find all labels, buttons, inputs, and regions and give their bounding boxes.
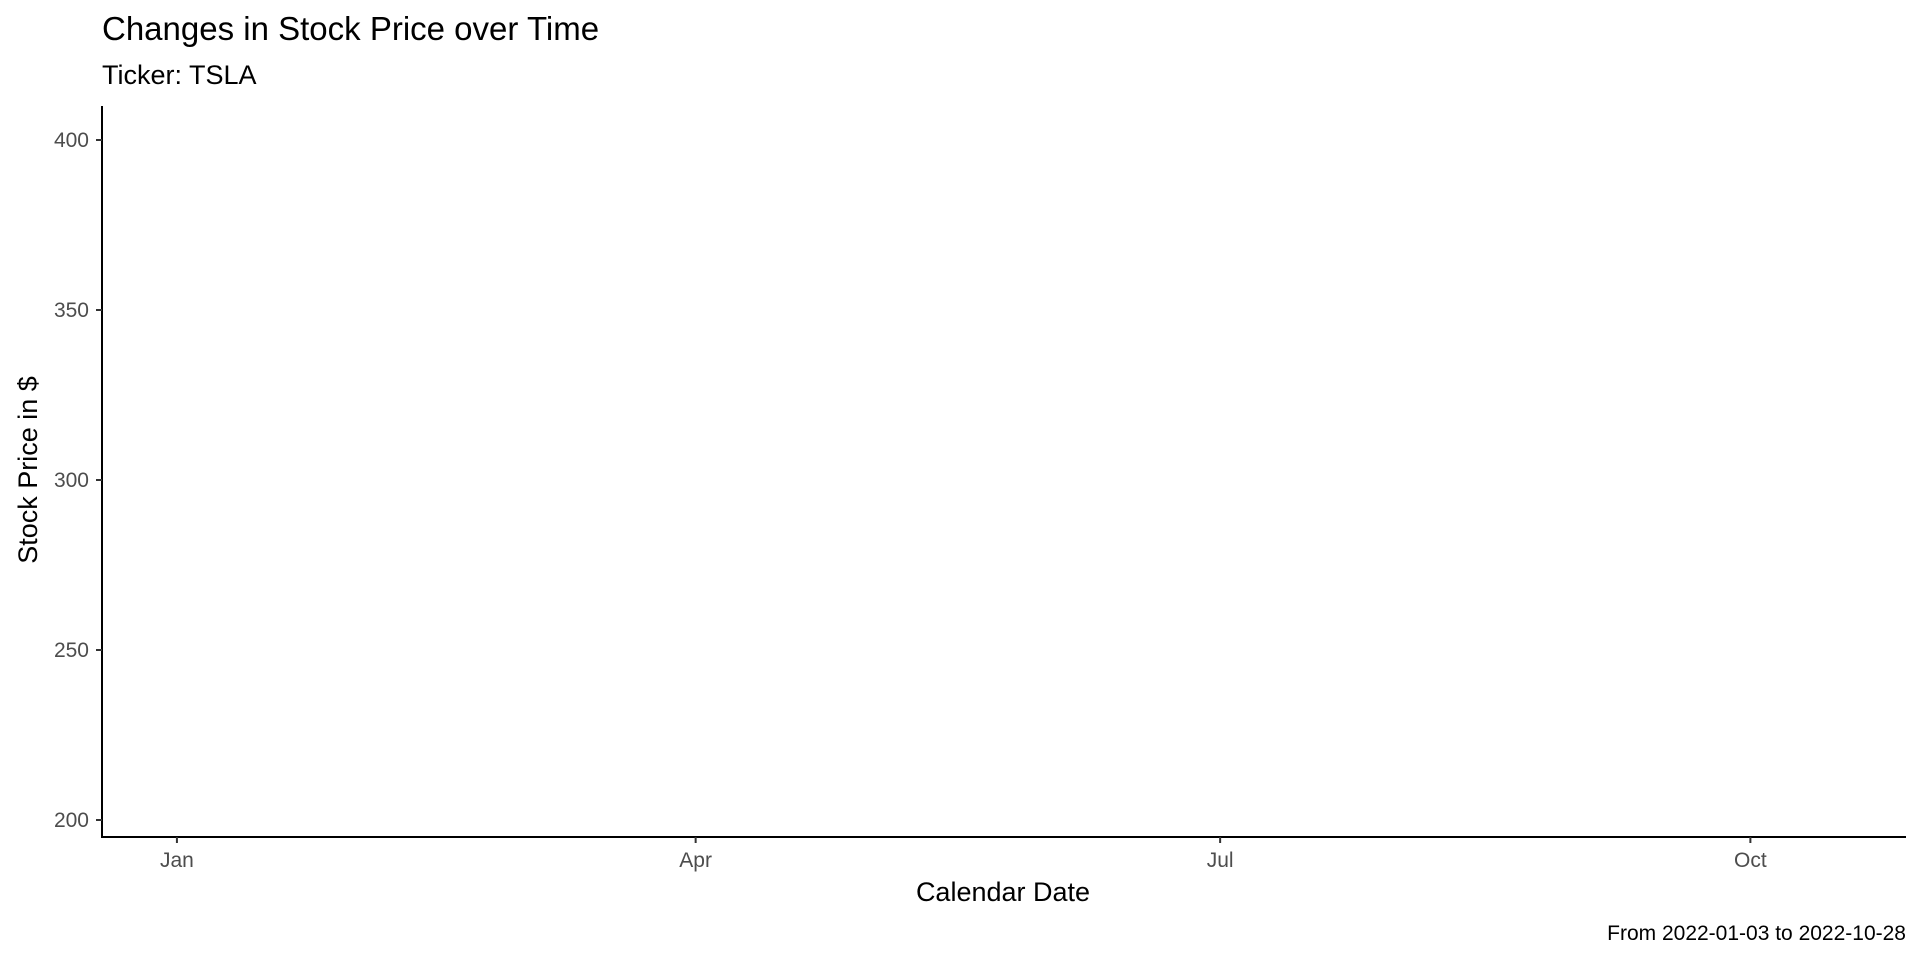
x-axis-ticks: Jan Apr Jul Oct (160, 837, 1767, 872)
x-axis-title: Calendar Date (916, 877, 1090, 907)
x-tick-label: Jan (160, 849, 194, 872)
chart-subtitle: Ticker: TSLA (102, 60, 257, 90)
y-tick-label: 350 (54, 299, 89, 322)
chart-title: Changes in Stock Price over Time (102, 10, 599, 47)
x-tick-label: Jul (1207, 849, 1234, 872)
y-tick-label: 400 (54, 129, 89, 152)
y-tick-label: 250 (54, 639, 89, 662)
y-tick-label: 300 (54, 469, 89, 492)
y-axis-title: Stock Price in $ (13, 376, 43, 564)
x-tick-label: Apr (679, 849, 712, 872)
y-tick-label: 200 (54, 809, 89, 832)
x-tick-label: Oct (1734, 849, 1767, 872)
y-axis-ticks: 200 250 300 350 400 (54, 129, 102, 832)
chart-caption: From 2022-01-03 to 2022-10-28 (1607, 922, 1906, 945)
plot-area: 200 250 300 350 400 Jan Apr Jul Oct (54, 106, 1906, 872)
